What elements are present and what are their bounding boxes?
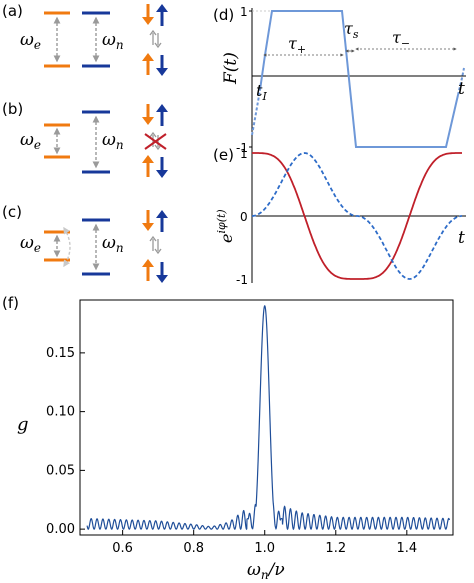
e-ytick-zero-label: 0 (240, 210, 248, 224)
e-ytick-bottom-label: -1 (236, 273, 248, 287)
f-y-tick-label: 0.15 (46, 346, 75, 361)
spin-pair-bottom (142, 53, 168, 76)
f-y-tick-label: 0.10 (46, 405, 75, 420)
tau-s-label: τs (344, 19, 359, 41)
pulse-lead-dashed (251, 89, 261, 136)
tau-plus-label: τ+ (288, 34, 306, 56)
f-x-tick-label: 0.8 (183, 541, 204, 556)
panel-c-label: (c) (2, 203, 22, 221)
panel-d-label: (d) (213, 6, 234, 24)
f-x-tick-label: 1.2 (325, 541, 346, 556)
f-x-ticks: 0.6 0.8 1.0 1.2 1.4 (112, 530, 417, 556)
f-xlabel: ωn/ν (247, 560, 285, 582)
spin-pair-top (142, 4, 168, 26)
d-t-axis-label: t (458, 79, 465, 99)
modulated-transition-arrow (63, 226, 71, 268)
omega-n-label: ωn (102, 30, 124, 52)
panel-f: (f) 0.6 0.8 1.0 1.2 1.4 0.00 0.05 0.10 0.15 ωn/… (2, 294, 454, 582)
omega-n-label: ωn (102, 130, 124, 152)
panel-e: (e) eiφ(t) 1 0 -1 t (213, 146, 466, 287)
t-I-label: tI (256, 81, 267, 103)
pulse-curve (259, 10, 459, 148)
omega-e-label: ωe (20, 130, 41, 152)
d-ytick-top-label: 1 (240, 5, 248, 19)
f-y-tick-label: 0.05 (46, 463, 75, 478)
f-x-tick-label: 0.6 (112, 541, 133, 556)
pulse-tail-dashed (457, 67, 465, 96)
d-ytick-bottom-label: -1 (236, 141, 248, 155)
spin-pair-top (142, 104, 168, 126)
g-spectrum-curve (86, 305, 451, 531)
spin-pair-bottom (142, 259, 168, 283)
f-y-tick-label: 0.00 (46, 522, 75, 537)
omega-e-label: ωe (20, 233, 41, 255)
flip-flop-icon (149, 235, 162, 255)
tau-minus-label: τ− (392, 28, 410, 50)
panel-a: (a) ωe ωn (2, 2, 168, 76)
blocked-flip-flop-icon (144, 131, 167, 151)
f-x-tick-label: 1.4 (396, 541, 417, 556)
panel-d: (d) F(t) 1 -1 τ+ τs τ− tI t (213, 5, 466, 155)
f-x-tick-label: 1.0 (254, 541, 275, 556)
sin-phase-curve (252, 152, 462, 280)
e-ytick-top-label: 1 (240, 147, 248, 161)
omega-n-label: ωn (102, 233, 124, 255)
f-ylabel: g (17, 414, 29, 435)
level-diagrams: (a) ωe ωn (2, 2, 168, 283)
d-ylabel: F(t) (221, 52, 241, 85)
f-plot-frame (79, 299, 454, 536)
spin-pair-top (142, 210, 168, 232)
spin-pair-bottom (142, 155, 168, 178)
panel-f-label: (f) (2, 294, 19, 312)
e-t-axis-label: t (458, 228, 465, 248)
flip-flop-icon (149, 29, 162, 49)
panel-c: (c) ωe ωn (2, 203, 168, 283)
f-y-ticks: 0.00 0.05 0.10 0.15 (46, 346, 85, 537)
panel-b: (b) ωe ωn (2, 100, 168, 178)
panel-a-label: (a) (2, 2, 23, 20)
omega-e-label: ωe (20, 30, 41, 52)
panel-e-label: (e) (213, 146, 234, 164)
e-ylabel: eiφ(t) (215, 209, 236, 243)
panel-b-label: (b) (2, 100, 23, 118)
